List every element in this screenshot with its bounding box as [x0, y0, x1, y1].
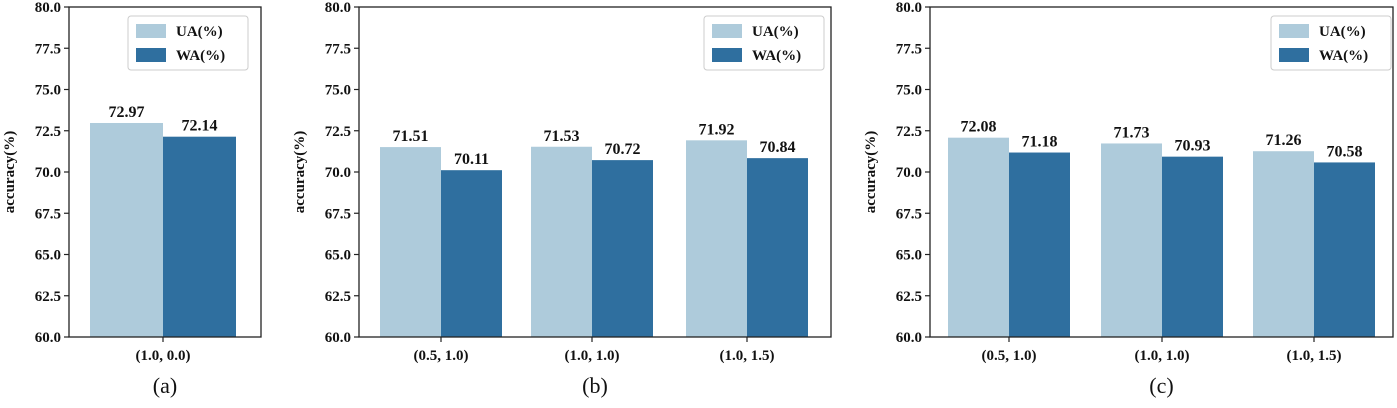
panel-caption: (c)	[1149, 373, 1173, 398]
bar-wa-1	[1009, 152, 1070, 337]
bar-wa-1	[163, 136, 236, 337]
bar-ua-1	[90, 122, 163, 338]
y-tick-label: 72.5	[896, 124, 922, 140]
chart-panel-1: 72.97 72.14 60.0 62.5 65.0 67.5 70.0 72.5 75.0 77…	[2, 0, 262, 398]
x-tick-label: (1.0, 0.0)	[136, 348, 191, 364]
y-tick-label: 67.5	[35, 206, 61, 222]
data-label: 70.93	[1175, 138, 1211, 155]
data-label: 71.92	[699, 121, 735, 138]
y-tick-label: 80.0	[325, 0, 351, 16]
y-tick-label: 62.5	[35, 289, 61, 305]
bar-wa-1	[441, 170, 502, 337]
y-tick-label: 62.5	[325, 289, 351, 305]
legend-label-ua: UA(%)	[176, 24, 223, 40]
y-tick-label: 75.0	[35, 83, 61, 99]
data-label: 70.84	[760, 139, 796, 156]
y-tick-label: 75.0	[325, 83, 351, 99]
y-tick-label: 80.0	[35, 0, 61, 16]
y-tick-label: 72.5	[325, 124, 351, 140]
data-label: 72.08	[961, 119, 997, 136]
bar-wa-2	[592, 160, 653, 337]
legend-label-ua: UA(%)	[752, 24, 799, 40]
bar-ua-2	[531, 146, 592, 337]
y-tick-label: 70.0	[896, 165, 922, 181]
data-label: 71.18	[1022, 134, 1058, 151]
y-tick-label: 60.0	[896, 330, 922, 346]
legend: UA(%) WA(%)	[127, 15, 249, 71]
legend: UA(%) WA(%)	[1270, 15, 1392, 71]
panel-caption: (b)	[582, 373, 608, 398]
y-tick-label: 70.0	[35, 165, 61, 181]
data-label: 72.97	[109, 104, 145, 121]
bar-wa-3	[747, 158, 808, 337]
y-tick-label: 75.0	[896, 83, 922, 99]
y-tick-label: 65.0	[896, 248, 922, 264]
legend-label-wa: WA(%)	[752, 48, 801, 64]
y-axis-label: accuracy(%)	[2, 131, 18, 213]
y-tick-label: 77.5	[35, 41, 61, 57]
y-tick-label: 67.5	[325, 206, 351, 222]
bar-ua-1	[948, 137, 1009, 337]
y-tick-label: 72.5	[35, 124, 61, 140]
x-tick-label: (0.5, 1.0)	[982, 348, 1037, 364]
y-tick-label: 80.0	[896, 0, 922, 16]
y-tick-label: 70.0	[325, 165, 351, 181]
panel-caption: (a)	[153, 373, 177, 398]
legend-swatch-wa	[136, 48, 166, 62]
y-tick-label: 62.5	[896, 289, 922, 305]
chart-panel-2: 71.51 71.53 71.92 70.11 70.72 70.84 60.0 62.5 65…	[292, 0, 832, 398]
bar-ua-2	[1101, 143, 1162, 337]
y-tick-label: 60.0	[35, 330, 61, 346]
bar-ua-3	[686, 140, 747, 337]
bar-wa-2	[1162, 156, 1223, 337]
data-label: 71.51	[393, 128, 429, 145]
y-tick-label: 67.5	[896, 206, 922, 222]
data-label: 70.72	[605, 141, 641, 158]
legend-swatch-ua	[1279, 24, 1309, 38]
y-tick-label: 60.0	[325, 330, 351, 346]
bar-ua-3	[1253, 151, 1314, 337]
legend-label-ua: UA(%)	[1319, 24, 1366, 40]
x-tick-label: (1.0, 1.0)	[565, 348, 620, 364]
y-tick-label: 77.5	[325, 41, 351, 57]
bar-wa-3	[1314, 162, 1375, 337]
bar-ua-1	[380, 147, 441, 337]
x-tick-label: (1.0, 1.5)	[720, 348, 775, 364]
y-tick-label: 77.5	[896, 41, 922, 57]
legend-swatch-wa	[712, 48, 742, 62]
legend-swatch-ua	[712, 24, 742, 38]
data-label: 70.58	[1327, 143, 1363, 160]
data-label: 71.53	[544, 128, 580, 145]
legend: UA(%) WA(%)	[703, 15, 825, 71]
y-tick-label: 65.0	[325, 248, 351, 264]
x-tick-label: (0.5, 1.0)	[414, 348, 469, 364]
x-tick-label: (1.0, 1.5)	[1287, 348, 1342, 364]
legend-swatch-ua	[136, 24, 166, 38]
data-label: 72.14	[182, 118, 218, 135]
data-label: 70.11	[454, 151, 489, 168]
y-axis-label: accuracy(%)	[863, 131, 879, 213]
x-tick-label: (1.0, 1.0)	[1135, 348, 1190, 364]
chart-panel-3: 72.08 71.73 71.26 71.18 70.93 70.58 60.0 62.5 65…	[863, 0, 1394, 398]
y-tick-label: 65.0	[35, 248, 61, 264]
legend-swatch-wa	[1279, 48, 1309, 62]
y-axis-label: accuracy(%)	[292, 131, 308, 213]
data-label: 71.26	[1266, 132, 1302, 149]
legend-label-wa: WA(%)	[176, 48, 225, 64]
legend-label-wa: WA(%)	[1319, 48, 1368, 64]
data-label: 71.73	[1114, 124, 1150, 141]
